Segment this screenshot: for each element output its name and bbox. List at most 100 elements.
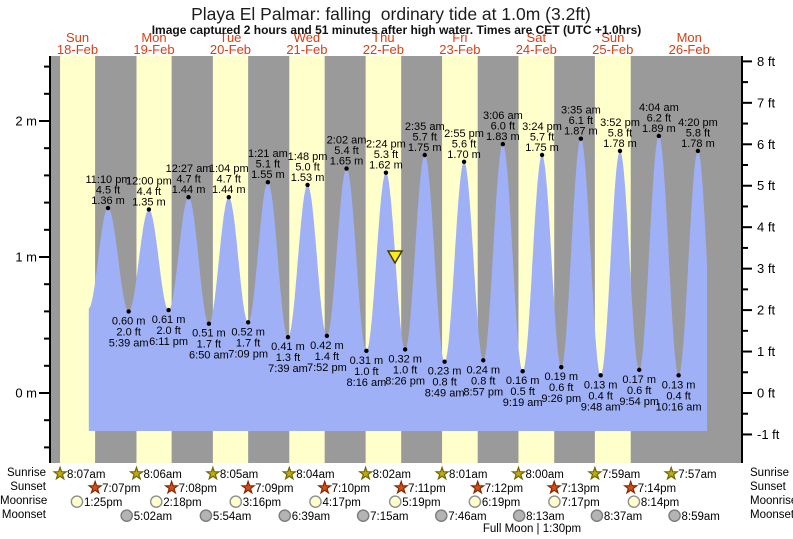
low-tide-label: 1.4 ft	[315, 351, 339, 363]
chart-subtitle: Image captured 2 hours and 51 minutes af…	[151, 23, 642, 37]
sunrise-icon	[510, 465, 527, 481]
moonrise-icon	[70, 495, 84, 509]
high-tide-label: 12:27 am	[166, 163, 212, 175]
sunset-time: 7:13pm	[561, 483, 599, 495]
right-axis-label: 3 ft	[757, 261, 775, 276]
high-tide-label: 1.44 m	[212, 184, 246, 196]
low-tide-label: 0.13 m	[584, 379, 618, 391]
low-tide-point	[676, 373, 681, 378]
right-axis-label: 5 ft	[757, 178, 775, 193]
high-tide-point	[105, 205, 111, 211]
high-tide-label: 1.78 m	[603, 138, 637, 150]
high-tide-label: 4.5 ft	[96, 185, 120, 197]
high-tide-label: 1.75 m	[525, 142, 559, 154]
low-tide-label: 0.17 m	[622, 374, 656, 386]
high-tide-label: 4.7 ft	[176, 174, 200, 186]
low-tide-label: 0.42 m	[310, 340, 344, 352]
high-tide-point	[656, 133, 662, 139]
sunset-time: 7:11pm	[408, 483, 446, 495]
sunrise-time: 8:00am	[525, 469, 563, 481]
moonrise-icon	[309, 495, 322, 509]
moonrise-time: 4:17pm	[322, 497, 360, 509]
sunset-icon	[393, 479, 409, 495]
moonset-icon	[512, 509, 526, 523]
low-tide-label: 0.60 m	[112, 315, 146, 327]
sunrise-time: 8:07am	[67, 469, 105, 481]
low-tide-label: 2.0 ft	[116, 326, 140, 338]
high-tide-label: 5.6 ft	[452, 138, 476, 150]
sunset-time: 7:09pm	[255, 483, 293, 495]
high-tide-point	[539, 152, 545, 158]
high-tide-label: 12:00 pm	[126, 175, 172, 187]
low-tide-label: 9:54 pm	[619, 396, 659, 408]
row-label-moonrise-right: Moonrise	[750, 495, 793, 507]
day-label-date: 25-Feb	[592, 42, 633, 57]
low-tide-point	[126, 309, 131, 314]
sunset-time: 7:10pm	[332, 483, 370, 495]
moonrise-time: 3:16pm	[243, 497, 281, 509]
sunrise-icon	[357, 465, 374, 481]
high-tide-label: 1.36 m	[91, 195, 125, 207]
high-tide-label: 4.7 ft	[217, 174, 241, 186]
low-tide-label: 1.0 ft	[393, 364, 417, 376]
low-tide-point	[364, 348, 369, 354]
high-tide-point	[500, 141, 506, 147]
day-label-date: 24-Feb	[516, 42, 557, 57]
day-label-dow: Wed	[294, 30, 321, 45]
high-tide-label: 1:21 am	[248, 148, 288, 160]
sunrise-time: 8:04am	[296, 469, 334, 481]
moonrise-icon	[388, 495, 402, 509]
sunset-time: 7:07pm	[102, 483, 140, 495]
day-label-date: 21-Feb	[286, 42, 327, 57]
left-axis-label: 1 m	[15, 250, 37, 265]
low-tide-point	[520, 369, 525, 374]
high-tide-label: 2:55 pm	[444, 128, 484, 140]
high-tide-label: 1.62 m	[369, 160, 403, 172]
row-label-sunset-left: Sunset	[10, 481, 46, 493]
day-label-dow: Sun	[66, 30, 89, 45]
high-tide-point	[383, 170, 389, 175]
low-tide-point	[442, 359, 447, 364]
low-tide-point	[166, 307, 171, 313]
moonrise-time: 8:14pm	[641, 497, 679, 509]
low-tide-label: 2.0 ft	[156, 325, 180, 337]
high-tide-label: 1:04 pm	[209, 163, 249, 175]
right-axis-label: 0 ft	[757, 386, 775, 401]
low-tide-label: 8:49 am	[425, 388, 465, 400]
day-label-dow: Sat	[527, 30, 547, 45]
low-tide-point	[285, 335, 291, 340]
sunrise-icon	[587, 465, 603, 481]
low-tide-label: 0.24 m	[466, 364, 500, 376]
sunrise-icon	[434, 465, 450, 481]
sunrise-time: 8:05am	[220, 469, 258, 481]
low-tide-label: 9:19 am	[503, 397, 543, 409]
sunrise-icon	[205, 465, 221, 481]
high-tide-label: 1.55 m	[251, 169, 285, 181]
low-tide-label: 8:57 pm	[463, 386, 503, 398]
high-tide-label: 5.8 ft	[686, 127, 710, 139]
high-tide-label: 1.87 m	[564, 126, 598, 138]
moonset-time: 7:15am	[370, 511, 408, 523]
sunrise-time: 8:06am	[143, 469, 181, 481]
sunrise-icon	[663, 465, 679, 481]
sunrise-icon	[52, 465, 68, 481]
high-tide-label: 1.65 m	[330, 156, 364, 168]
low-tide-label: 1.3 ft	[276, 352, 300, 364]
day-label-dow: Mon	[141, 30, 166, 45]
moonrise-time: 1:25pm	[84, 497, 122, 509]
day-label-dow: Sun	[601, 30, 624, 45]
high-tide-point	[344, 166, 349, 171]
low-tide-label: 0.31 m	[350, 355, 384, 367]
moonset-time: 5:54am	[213, 511, 251, 523]
low-tide-label: 0.41 m	[271, 341, 305, 353]
current-level-marker	[386, 250, 404, 265]
high-tide-label: 6.1 ft	[569, 115, 593, 127]
low-tide-label: 8:16 am	[347, 377, 387, 389]
moonset-icon	[278, 509, 292, 523]
high-tide-label: 6.2 ft	[647, 112, 671, 124]
low-tide-label: 0.4 ft	[588, 390, 612, 402]
low-tide-label: 9:26 pm	[541, 393, 581, 405]
high-tide-label: 5.3 ft	[374, 149, 398, 161]
low-tide-label: 7:52 pm	[307, 362, 347, 374]
